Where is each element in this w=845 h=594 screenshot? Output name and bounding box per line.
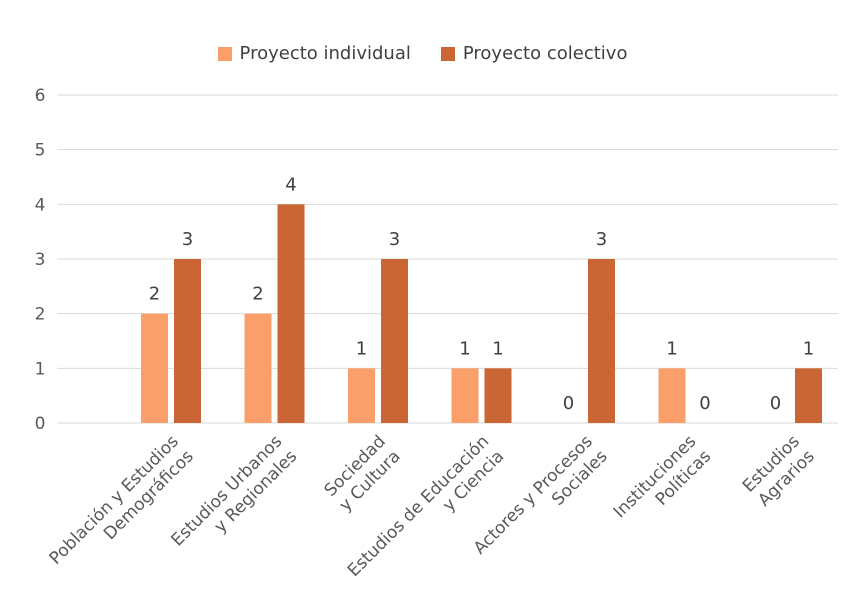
data-label: 1 bbox=[666, 338, 677, 359]
data-label: 1 bbox=[356, 338, 367, 359]
legend-swatch-colectivo bbox=[440, 46, 455, 61]
bar bbox=[451, 368, 479, 423]
data-label: 2 bbox=[252, 284, 263, 305]
legend-item-colectivo: Proyecto colectivo bbox=[440, 43, 628, 64]
bar bbox=[348, 368, 375, 423]
data-label: 3 bbox=[389, 229, 400, 250]
y-tick-label: 3 bbox=[35, 250, 46, 270]
data-label: 1 bbox=[803, 338, 814, 359]
data-label: 3 bbox=[596, 229, 607, 250]
y-tick-label: 0 bbox=[35, 414, 46, 434]
x-tick-label: Sociedady Cultura bbox=[321, 432, 405, 516]
bar bbox=[381, 259, 408, 423]
data-label: 0 bbox=[563, 393, 574, 414]
data-label: 0 bbox=[699, 393, 710, 414]
legend: Proyecto individual Proyecto colectivo bbox=[0, 43, 845, 64]
data-label: 1 bbox=[492, 338, 503, 359]
legend-label-colectivo: Proyecto colectivo bbox=[462, 43, 628, 64]
data-label: 0 bbox=[770, 393, 781, 414]
x-tick-label: InstitucionesPolíticas bbox=[610, 432, 715, 537]
y-tick-label: 5 bbox=[35, 141, 46, 161]
y-tick-label: 2 bbox=[35, 305, 46, 325]
bar bbox=[795, 368, 822, 423]
legend-item-individual: Proyecto individual bbox=[217, 43, 411, 64]
bar bbox=[588, 259, 615, 423]
svg-text:EstudiosAgrarios: EstudiosAgrarios bbox=[739, 432, 819, 512]
bar bbox=[277, 204, 305, 423]
bar bbox=[244, 313, 272, 423]
bar bbox=[658, 368, 686, 423]
svg-text:Población y EstudiosDemográfic: Población y EstudiosDemográficos bbox=[46, 432, 198, 584]
bar bbox=[484, 368, 512, 423]
data-label: 1 bbox=[459, 338, 470, 359]
data-label: 3 bbox=[182, 229, 193, 250]
svg-text:Sociedady Cultura: Sociedady Cultura bbox=[321, 432, 405, 516]
svg-text:InstitucionesPolíticas: InstitucionesPolíticas bbox=[610, 432, 715, 537]
x-tick-label: EstudiosAgrarios bbox=[739, 432, 819, 512]
y-tick-label: 6 bbox=[35, 86, 46, 106]
data-label: 4 bbox=[285, 174, 296, 195]
data-label: 2 bbox=[149, 284, 160, 305]
y-tick-label: 1 bbox=[35, 359, 46, 379]
bar bbox=[141, 313, 168, 423]
y-tick-label: 4 bbox=[35, 195, 46, 215]
legend-label-individual: Proyecto individual bbox=[239, 43, 411, 64]
x-tick-label: Población y EstudiosDemográficos bbox=[46, 432, 198, 584]
bar bbox=[174, 259, 201, 423]
legend-swatch-individual bbox=[217, 46, 232, 61]
